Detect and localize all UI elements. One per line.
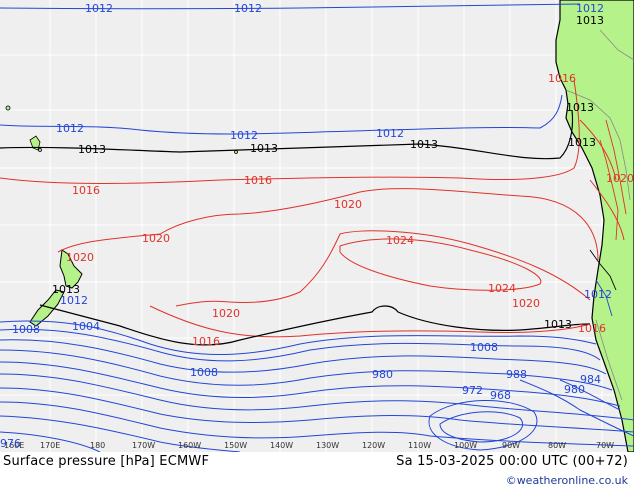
isobar-label: 1013 <box>568 136 596 149</box>
isobar-label: 1012 <box>56 122 84 135</box>
map-caption-valid-time: Sa 15-03-2025 00:00 UTC (00+72) <box>396 454 628 469</box>
isobars-low-north <box>0 3 581 135</box>
isobar-label: 1013 <box>78 143 106 156</box>
isobar-label: 1012 <box>60 294 88 307</box>
isobar-label: 1016 <box>72 184 100 197</box>
tick-label: 90W <box>502 441 520 450</box>
isobar-label: 1024 <box>488 282 516 295</box>
isobar-label: 1016 <box>578 322 606 335</box>
pressure-map: 160E 170E 180 170W 160W 150W 140W 130W 1… <box>0 0 634 452</box>
isobar-label: 1012 <box>234 2 262 15</box>
tick-label: 120W <box>362 441 385 450</box>
tick-label: 170E <box>40 441 60 450</box>
isobar-label: 1024 <box>386 234 414 247</box>
isobar-label: 1013 <box>544 318 572 331</box>
isobar-label: 972 <box>462 384 483 397</box>
longitude-axis: 160E 170E 180 170W 160W 150W 140W 130W 1… <box>4 441 614 450</box>
isobar-label: 1020 <box>66 251 94 264</box>
isobar-label: 1016 <box>192 335 220 348</box>
isobar-label: 980 <box>564 383 585 396</box>
source-credit: ©weatheronline.co.uk <box>505 474 628 487</box>
ocean <box>0 0 634 452</box>
isobar-label: 1013 <box>410 138 438 151</box>
isobar-label: 1013 <box>566 101 594 114</box>
isobar-label: 1016 <box>548 72 576 85</box>
isobar-label: 1013 <box>576 14 604 27</box>
tick-label: 80W <box>548 441 566 450</box>
isobars-high <box>0 79 625 338</box>
isobar-label: 1016 <box>244 174 272 187</box>
new-zealand-landmass <box>29 249 83 327</box>
isobar-label: 1004 <box>72 320 100 333</box>
isobar-label: 1012 <box>584 288 612 301</box>
isobar-label: 1012 <box>230 129 258 142</box>
isobars-low-south <box>0 320 634 452</box>
isobar-label: 984 <box>580 373 601 386</box>
isobar-label: 1012 <box>576 2 604 15</box>
isobar-label: 980 <box>372 368 393 381</box>
isobar-1013-south <box>39 304 591 346</box>
tick-label: 140W <box>270 441 293 450</box>
isobar-label: 1020 <box>142 232 170 245</box>
isobar-labels: 1012 1012 1012 1012 1012 1012 1013 1013 … <box>0 2 634 450</box>
isobar-label: 1020 <box>212 307 240 320</box>
isobar-label: 1012 <box>85 2 113 15</box>
map-caption-variable: Surface pressure [hPa] ECMWF <box>3 454 210 469</box>
isobar-label: 1008 <box>12 323 40 336</box>
tick-label: 180 <box>90 441 105 450</box>
tick-label: 160E <box>4 441 24 450</box>
isobar-label: 976 <box>0 437 21 450</box>
isobar-label: 1020 <box>334 198 362 211</box>
andes-isobars <box>589 119 627 317</box>
pacific-islands <box>5 105 238 154</box>
tick-label: 130W <box>316 441 339 450</box>
isobar-1013-north <box>0 109 574 160</box>
tick-label: 160W <box>178 441 201 450</box>
isobar-label: 988 <box>506 368 527 381</box>
tick-label: 70W <box>596 441 614 450</box>
map-footer: Surface pressure [hPa] ECMWF Sa 15-03-20… <box>0 452 634 490</box>
isobar-label: 1012 <box>376 127 404 140</box>
south-america-landmass <box>555 0 634 452</box>
tick-label: 150W <box>224 441 247 450</box>
isobar-label: 1013 <box>250 142 278 155</box>
isobar-label: 1020 <box>512 297 540 310</box>
tick-label: 100W <box>454 441 477 450</box>
isobar-label: 968 <box>490 389 511 402</box>
isobar-label: 1008 <box>470 341 498 354</box>
tick-label: 110W <box>408 441 431 450</box>
isobar-label: 1013 <box>52 283 80 296</box>
isobar-label: 1008 <box>190 366 218 379</box>
tick-label: 170W <box>132 441 155 450</box>
isobar-label: 1020 <box>606 172 634 185</box>
